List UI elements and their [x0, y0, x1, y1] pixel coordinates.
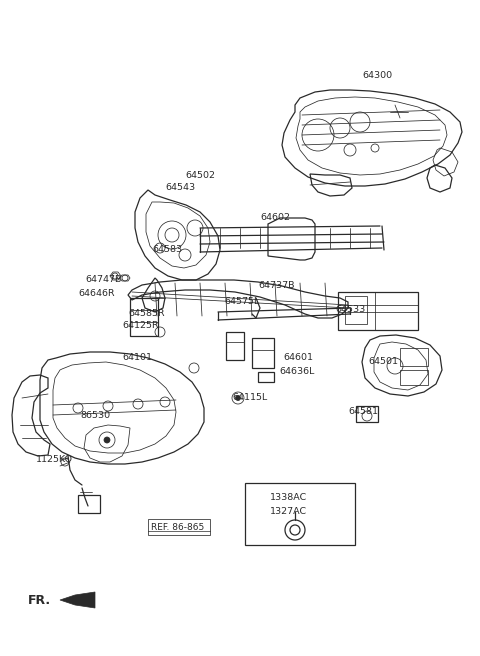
Text: 64300: 64300 [362, 70, 392, 79]
Text: 64747B: 64747B [85, 276, 121, 285]
Text: 64101: 64101 [122, 354, 152, 363]
Text: 64501: 64501 [368, 358, 398, 367]
Text: 86530: 86530 [80, 411, 110, 419]
Text: 64585R: 64585R [128, 308, 165, 318]
Bar [226, 332, 244, 360]
Bar [400, 370, 428, 385]
Text: 1327AC: 1327AC [270, 508, 307, 516]
Bar [345, 296, 367, 324]
Text: 64115L: 64115L [232, 392, 267, 401]
Text: 64602: 64602 [260, 213, 290, 222]
Bar [78, 495, 100, 513]
Circle shape [236, 396, 240, 401]
Circle shape [104, 437, 110, 443]
Text: FR.: FR. [28, 594, 51, 607]
Bar [356, 406, 378, 422]
Text: 64646R: 64646R [78, 289, 115, 298]
Text: 64575L: 64575L [224, 297, 259, 306]
Bar [258, 372, 274, 382]
Bar [130, 298, 158, 336]
Bar [148, 519, 210, 535]
Text: REF. 86-865: REF. 86-865 [151, 522, 204, 531]
Text: 64125R: 64125R [122, 321, 158, 331]
Text: 1125KO: 1125KO [36, 455, 73, 464]
Bar [252, 338, 274, 368]
Text: 64583: 64583 [152, 245, 182, 255]
Text: 64636L: 64636L [279, 367, 314, 377]
Text: 64601: 64601 [283, 354, 313, 363]
Bar [338, 292, 418, 330]
Text: 64502: 64502 [185, 171, 215, 180]
Text: 1338AC: 1338AC [270, 493, 307, 502]
Polygon shape [60, 592, 95, 608]
Text: 64581: 64581 [348, 407, 378, 417]
Text: 64533: 64533 [335, 306, 365, 314]
Bar [245, 483, 355, 545]
Bar [400, 348, 428, 366]
Text: 64543: 64543 [165, 184, 195, 192]
Text: 64737B: 64737B [258, 281, 295, 289]
